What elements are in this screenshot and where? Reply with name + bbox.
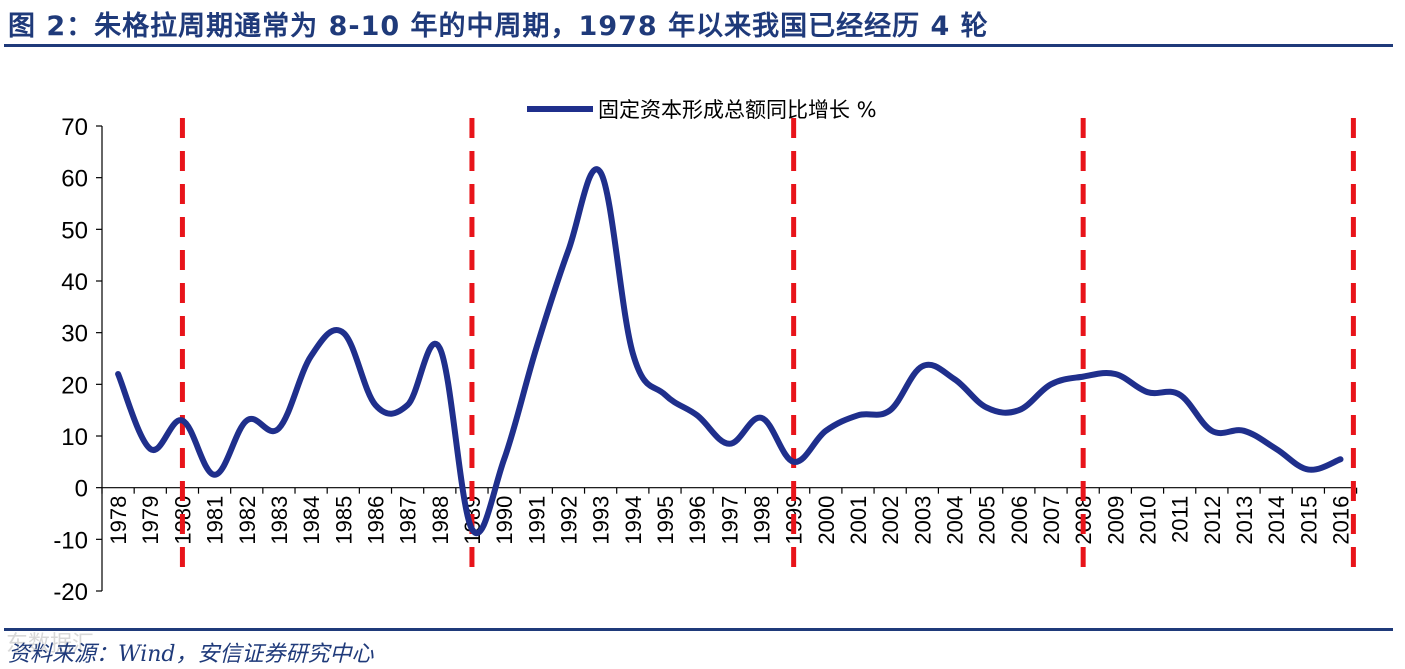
y-tick-label: 20: [61, 372, 88, 399]
x-tick-label: 2003: [910, 496, 935, 545]
x-tick-label: 1991: [524, 496, 549, 545]
legend-label: 固定资本形成总额同比增长 %: [598, 98, 877, 122]
x-tick-label: 1994: [621, 496, 646, 545]
figure-title: 图 2：朱格拉周期通常为 8-10 年的中周期，1978 年以来我国已经经历 4…: [8, 11, 989, 42]
x-tick-label: 1996: [685, 496, 710, 545]
x-tick-label: 2005: [975, 496, 1000, 545]
x-tick-label: 1987: [396, 496, 421, 545]
y-tick-label: 0: [75, 476, 88, 503]
y-tick-label: 30: [61, 321, 88, 348]
legend: 固定资本形成总额同比增长 %: [527, 98, 877, 122]
x-tick-label: 1997: [717, 496, 742, 545]
x-tick-label: 2011: [1168, 496, 1193, 543]
x-tick-label: 1993: [589, 496, 614, 545]
y-tick-label: 10: [61, 424, 88, 451]
x-tick-label: 1982: [235, 496, 260, 545]
y-tick-label: -10: [53, 527, 88, 554]
x-tick-label: 2000: [814, 496, 839, 545]
x-tick-label: 2016: [1329, 496, 1354, 545]
chart-axes: 706050403020100-10-201978197919801981198…: [53, 114, 1358, 606]
y-tick-label: 40: [61, 269, 88, 296]
series-line: [115, 166, 1344, 536]
x-tick-label: 2006: [1007, 496, 1032, 545]
y-tick-label: 50: [61, 217, 88, 244]
x-tick-label: 2004: [942, 496, 967, 545]
x-tick-label: 1978: [106, 496, 131, 545]
series-layer: [115, 166, 1344, 536]
watermark: 东数据汇: [6, 632, 95, 657]
x-tick-label: 1981: [203, 496, 228, 545]
title-rule: [4, 44, 1393, 47]
source-rule: [4, 628, 1393, 631]
x-tick-label: 2009: [1103, 496, 1128, 545]
x-tick-label: 1988: [428, 496, 453, 545]
x-tick-label: 2001: [846, 496, 871, 545]
x-tick-label: 2002: [878, 496, 903, 545]
y-tick-label: -20: [53, 579, 88, 606]
x-tick-label: 1990: [492, 496, 517, 545]
x-tick-label: 1983: [267, 496, 292, 545]
x-tick-label: 1985: [331, 496, 356, 545]
y-tick-label: 70: [61, 114, 88, 141]
x-tick-label: 1992: [556, 496, 581, 545]
x-tick-label: 1986: [363, 496, 388, 545]
x-tick-label: 1998: [749, 496, 774, 545]
x-tick-label: 1995: [653, 496, 678, 545]
source-note: 资料来源：Wind，安信证券研究中心: [8, 642, 374, 667]
x-tick-label: 2010: [1136, 496, 1161, 545]
x-tick-label: 2012: [1200, 496, 1225, 545]
x-tick-label: 2013: [1232, 496, 1257, 545]
x-tick-label: 2015: [1296, 496, 1321, 545]
x-tick-label: 1979: [138, 496, 163, 545]
cycle-markers: [179, 118, 1356, 578]
x-tick-label: 1984: [299, 496, 324, 545]
x-tick-label: 2014: [1264, 496, 1289, 545]
x-tick-label: 2007: [1039, 496, 1064, 545]
y-tick-label: 60: [61, 166, 88, 193]
